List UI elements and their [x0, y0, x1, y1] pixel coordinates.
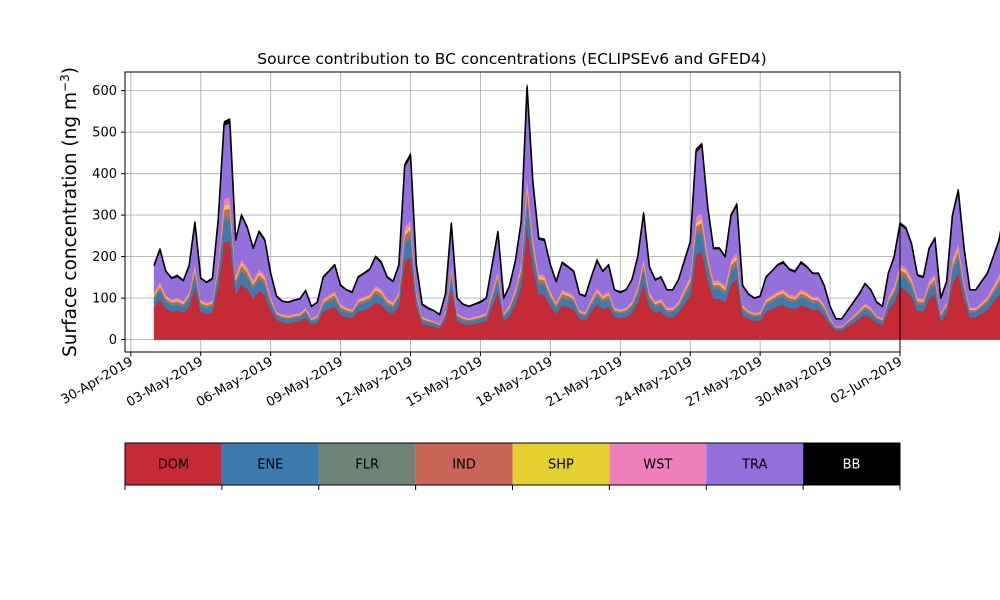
legend-label-shp: SHP [548, 458, 574, 473]
y-axis-label: Surface concentration (ng m−3) [58, 67, 81, 357]
total-line [153, 85, 1000, 320]
legend-swatch-flr [318, 443, 416, 485]
x-tick-label: 24-May-2019 [614, 354, 696, 410]
legend-swatch-shp [512, 443, 610, 485]
x-tick-label: 15-May-2019 [404, 354, 486, 410]
y-axis: 0 100 200 300 400 500 600 [92, 84, 125, 348]
legend-label-ene: ENE [257, 458, 283, 473]
legend-swatch-tra [706, 443, 804, 485]
x-tick-label: 27-May-2019 [683, 354, 765, 410]
x-tick-label: 09-May-2019 [264, 354, 346, 410]
x-tick-label: 30-May-2019 [753, 354, 835, 410]
y-tick-label: 500 [92, 126, 117, 141]
x-tick-label: 02-Jun-2019 [828, 354, 905, 407]
x-tick-label: 06-May-2019 [194, 354, 276, 410]
chart-title: Source contribution to BC concentrations… [257, 50, 766, 68]
y-tick-label: 400 [92, 167, 117, 182]
legend-label-flr: FLR [355, 458, 379, 473]
legend-swatch-wst [609, 443, 707, 485]
legend-swatch-ene [221, 443, 319, 485]
x-tick-label: 03-May-2019 [124, 354, 206, 410]
legend-label-dom: DOM [158, 458, 189, 473]
y-tick-label: 100 [92, 292, 117, 307]
area-series-tra [153, 89, 1000, 327]
y-tick-label: 0 [109, 333, 117, 348]
x-axis: 30-Apr-201903-May-201906-May-201909-May-… [59, 352, 905, 410]
x-tick-label: 21-May-2019 [544, 354, 626, 410]
legend-label-tra: TRA [741, 458, 767, 473]
x-tick-label: 18-May-2019 [474, 354, 556, 410]
y-tick-label: 600 [92, 84, 117, 99]
legend-label-bb: BB [843, 458, 861, 473]
x-tick-label: 12-May-2019 [334, 354, 416, 410]
stacked-areas [153, 84, 1000, 340]
legend-swatch-ind [415, 443, 513, 485]
legend-colorbar: DOM ENE FLR IND SHP WST TRA BB [124, 442, 901, 490]
legend-label-ind: IND [452, 458, 476, 473]
legend-label-wst: WST [643, 458, 672, 473]
legend-swatch-bb [803, 443, 900, 485]
legend-swatch-dom [125, 443, 222, 485]
plot-frame [124, 71, 901, 353]
plot-area: 0 100 200 300 400 500 600 30-Apr-201903-May-20… [59, 71, 1000, 410]
y-tick-label: 200 [92, 250, 117, 265]
x-tick-label: 30-Apr-2019 [59, 354, 136, 407]
y-tick-label: 300 [92, 209, 117, 224]
